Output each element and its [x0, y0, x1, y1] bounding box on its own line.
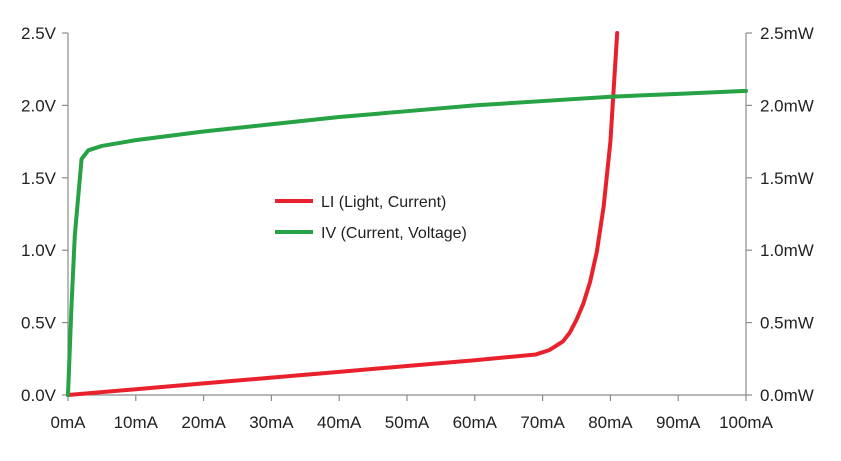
- legend-label-li: LI (Light, Current): [321, 194, 446, 211]
- x-tick-label: 100mA: [719, 413, 774, 432]
- y-left-tick-label: 1.0V: [21, 241, 57, 260]
- y-left-tick-label: 2.0V: [21, 96, 57, 115]
- x-tick-label: 30mA: [249, 413, 294, 432]
- x-tick-label: 80mA: [588, 413, 633, 432]
- x-tick-label: 60mA: [453, 413, 498, 432]
- axes: [62, 32, 752, 401]
- x-tick-label: 50mA: [385, 413, 430, 432]
- x-tick-label: 10mA: [114, 413, 159, 432]
- y-right-tick-label: 2.0mW: [760, 96, 814, 115]
- y-left-tick-label: 0.5V: [21, 314, 57, 333]
- x-tick-label: 40mA: [317, 413, 362, 432]
- series-lines: [66, 31, 748, 397]
- y-right-tick-label: 0.0mW: [760, 386, 814, 405]
- legend-label-iv: IV (Current, Voltage): [321, 225, 467, 242]
- y-right-tick-label: 1.0mW: [760, 241, 814, 260]
- x-tick-label: 70mA: [520, 413, 565, 432]
- x-tick-label: 90mA: [656, 413, 701, 432]
- legend: LI (Light, Current) IV (Current, Voltage): [275, 194, 467, 242]
- y-right-tick-label: 1.5mW: [760, 169, 814, 188]
- series-line-li: [66, 31, 620, 397]
- x-tick-label: 20mA: [181, 413, 226, 432]
- y-left-tick-label: 0.0V: [21, 386, 57, 405]
- y-left-tick-label: 2.5V: [21, 24, 57, 43]
- series-line-iv: [66, 88, 748, 397]
- y-left-tick-label: 1.5V: [21, 169, 57, 188]
- y-right-tick-label: 2.5mW: [760, 24, 814, 43]
- x-tick-label: 0mA: [51, 413, 87, 432]
- y-right-tick-label: 0.5mW: [760, 314, 814, 333]
- tick-labels: 0.0V 0.5V 1.0V 1.5V 2.0V 2.5V 0.0mW 0.5mW 1.0mW 1…: [21, 24, 814, 432]
